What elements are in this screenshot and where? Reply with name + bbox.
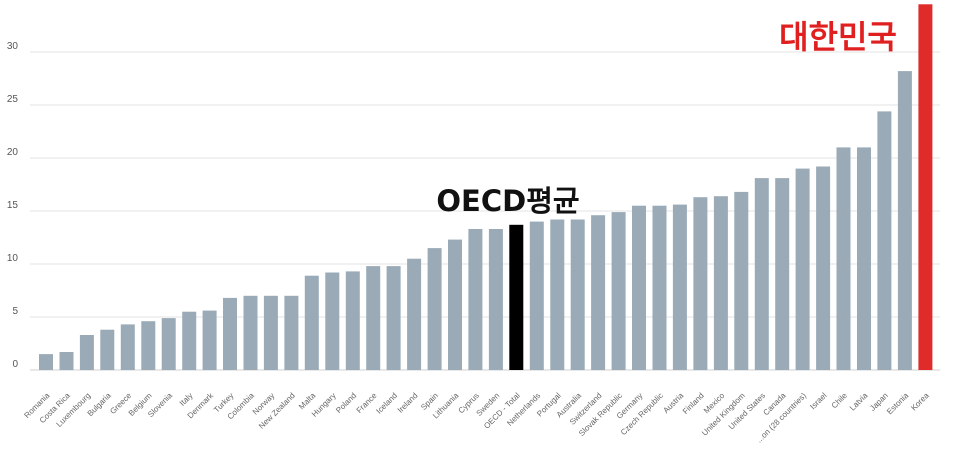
y-tick-label: 10 (7, 253, 19, 264)
bar-mexico (713, 196, 728, 370)
x-tick-label: Ireland (396, 391, 420, 415)
korea-annotation: 대한민국 (779, 18, 897, 56)
x-tick-label: Finland (681, 391, 706, 416)
bar-ireland (407, 258, 422, 370)
x-tick-label: Bulgaria (86, 391, 114, 419)
bar-estonia (897, 71, 912, 370)
bar-japan (877, 111, 892, 371)
x-tick-label: Iceland (374, 391, 399, 416)
y-tick-label: 30 (7, 41, 19, 52)
bar-norway (263, 295, 278, 370)
x-tick-label: Italy (178, 391, 195, 408)
x-tick-label: Poland (334, 391, 358, 415)
x-tick-label: Chile (830, 391, 850, 411)
bar-france (366, 266, 381, 370)
y-tick-label: 20 (7, 147, 19, 158)
annotations: OECD평균 대한민국 (436, 18, 896, 218)
bar-luxembourg (79, 335, 94, 370)
bar-colombia (243, 295, 258, 370)
bar-italy (182, 311, 197, 370)
x-tick-label: Korea (909, 391, 931, 413)
bar-portugal (550, 219, 565, 370)
bar-czech-republic (652, 205, 667, 370)
x-tick-label: Latvia (848, 391, 870, 413)
bar-spain (427, 248, 442, 370)
gridlines (30, 51, 940, 371)
bar-iceland (386, 266, 401, 370)
bar-israel (816, 166, 831, 370)
bar-bulgaria (100, 329, 115, 370)
y-tick-label: 0 (12, 359, 18, 370)
bar-lithuania (448, 239, 462, 370)
bar-poland (345, 271, 360, 370)
bar-canada (775, 178, 790, 370)
bar-germany (632, 205, 646, 370)
bars (39, 4, 933, 371)
y-tick-label: 5 (12, 306, 18, 317)
bar-latvia (857, 147, 871, 370)
x-tick-label: Israel (808, 391, 828, 411)
bar-new-zealand (284, 295, 299, 370)
bar-hungary (325, 272, 340, 370)
bar-costa-rica (59, 352, 74, 370)
bar-finland (693, 197, 708, 370)
y-tick-label: 15 (7, 200, 19, 211)
bar-slovenia (161, 318, 176, 370)
bar-united-states (754, 178, 769, 370)
bar-sweden (488, 229, 503, 370)
bar-united-kingdom (734, 191, 749, 370)
bar-belgium (141, 321, 156, 370)
bar-cyprus (468, 229, 483, 370)
bar-korea (918, 4, 933, 371)
bar-romania (39, 354, 53, 370)
bar-turkey (223, 297, 237, 370)
bar-greece (120, 324, 135, 370)
bar-chile (836, 147, 851, 370)
bar-australia (570, 219, 585, 370)
bar-denmark (202, 310, 217, 370)
bar-slovak-republic (611, 212, 626, 370)
x-tick-label: Estonia (885, 391, 911, 417)
bar-austria (672, 204, 687, 370)
bar-netherlands (529, 221, 544, 370)
bar-switzerland (591, 215, 606, 370)
bar-oecd-total (509, 224, 524, 370)
y-axis-ticks: 0 5 10 15 20 25 30 (7, 41, 19, 370)
oecd-average-annotation: OECD평균 (436, 184, 579, 218)
bar-malta (304, 275, 319, 370)
bar-on-28-countries (795, 168, 810, 370)
y-tick-label: 25 (7, 94, 19, 105)
